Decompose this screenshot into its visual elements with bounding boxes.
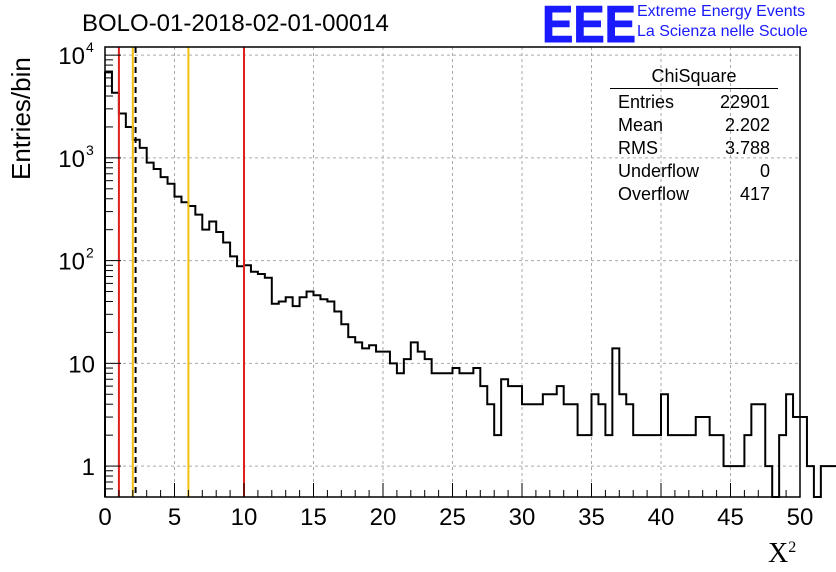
reference-lines <box>117 47 245 497</box>
stat-label: Underflow <box>618 161 700 181</box>
stat-value: 3.788 <box>724 138 770 158</box>
y-tick-label: 10 <box>58 249 85 276</box>
y-tick-label: 10 <box>58 146 85 173</box>
x-tick-label: 15 <box>300 504 327 531</box>
x-tick-label: 45 <box>717 504 744 531</box>
y-tick-exponent: 4 <box>86 39 94 55</box>
stat-label: Entries <box>618 92 675 112</box>
x-axis-label-text: X <box>768 538 789 569</box>
eee-logo-text: EEE <box>542 2 636 46</box>
logo-caption-line1: Extreme Energy Events <box>637 3 806 20</box>
stat-value: 22901 <box>719 92 770 112</box>
logo-caption-line2: La Scienza nelle Scuole <box>637 23 808 40</box>
stat-value: 417 <box>739 184 770 204</box>
stat-label: RMS <box>618 138 658 158</box>
stat-value: 2.202 <box>724 115 770 135</box>
grid-lines <box>105 47 800 497</box>
stat-row-underflow: Underflow 0 <box>610 160 778 183</box>
stat-value: 0 <box>759 161 770 181</box>
x-axis-label-superscript: 2 <box>788 538 797 556</box>
y-tick-label: 10 <box>58 43 85 70</box>
stat-row-mean: Mean 2.202 <box>610 114 778 137</box>
x-tick-label: 35 <box>578 504 605 531</box>
y-tick-exponent: 3 <box>86 142 94 158</box>
x-tick-label: 50 <box>787 504 814 531</box>
y-axis-label: Entries/bin <box>6 57 36 180</box>
stat-row-overflow: Overflow 417 <box>610 183 778 206</box>
eee-logo: EEE <box>542 2 637 46</box>
stat-row-rms: RMS 3.788 <box>610 137 778 160</box>
x-tick-label: 20 <box>370 504 397 531</box>
x-tick-label: 0 <box>98 504 111 531</box>
x-tick-label: 10 <box>231 504 258 531</box>
stat-label: Overflow <box>618 184 690 204</box>
stat-label: Mean <box>618 115 664 135</box>
stats-title: ChiSquare <box>610 66 778 89</box>
y-tick-label: 1 <box>82 454 95 481</box>
y-tick-label: 10 <box>68 351 95 378</box>
y-tick-exponent: 2 <box>86 245 94 261</box>
x-tick-label: 5 <box>168 504 181 531</box>
histogram-series <box>104 71 836 498</box>
chart-title: BOLO-01-2018-02-01-00014 <box>82 10 389 37</box>
histogram-step-line <box>104 71 836 498</box>
stat-row-entries: Entries 22901 <box>610 91 778 114</box>
x-axis-label: X2 <box>768 538 796 570</box>
stats-box: ChiSquare Entries 22901 Mean 2.202 RMS 3… <box>610 66 778 206</box>
x-tick-label: 25 <box>439 504 466 531</box>
x-tick-label: 40 <box>648 504 675 531</box>
x-tick-label: 30 <box>509 504 536 531</box>
x-axis-ticks: 0 5 10 15 20 25 30 35 40 45 50 <box>98 483 813 531</box>
